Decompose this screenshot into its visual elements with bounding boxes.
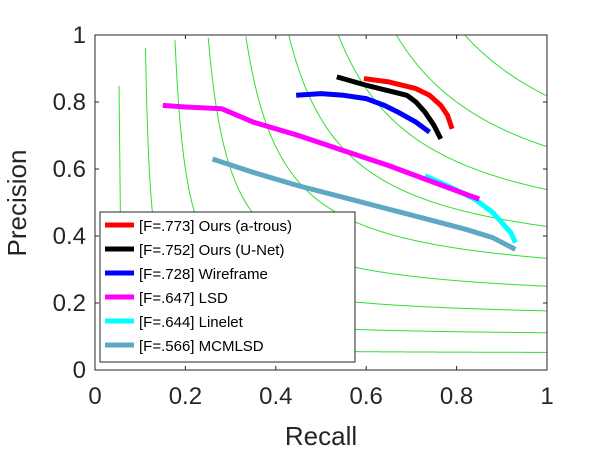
series-lines (162, 74, 518, 252)
iso-f-curve-6 (288, 35, 547, 227)
legend-label-5: [F=.644] Linelet (139, 314, 244, 331)
y-tick-label: 0.6 (53, 156, 86, 183)
series-line-3 (295, 91, 431, 135)
legend-label-3: [F=.728] Wireframe (139, 266, 268, 283)
x-tick-label: 0 (88, 383, 101, 410)
x-tick-label: 0.2 (169, 383, 202, 410)
plot-frame (94, 34, 548, 371)
legend-label-6: [F=.566] MCMLSD (139, 338, 264, 355)
series-line-1 (363, 76, 455, 130)
y-axis-label: Precision (2, 150, 32, 257)
axis-ticks: 0 0.2 0.4 0.6 0.8 1 0 0.2 0.4 0.6 0.8 1 (53, 22, 554, 410)
x-tick-label: 0.8 (440, 383, 473, 410)
series-line-6 (211, 156, 517, 252)
x-tick-label: 1 (540, 383, 553, 410)
y-tick-label: 0.8 (53, 89, 86, 116)
y-tick-label: 1 (73, 22, 86, 49)
x-tick-label: 0.6 (350, 383, 383, 410)
x-axis-label: Recall (285, 421, 357, 450)
y-tick-label: 0.4 (53, 223, 86, 250)
legend-label-2: [F=.752] Ours (U-Net) (139, 242, 284, 259)
legend: [F=.773] Ours (a-trous) [F=.752] Ours (U-… (99, 211, 356, 363)
iso-f-curve-9 (464, 35, 547, 97)
series-line-2 (336, 74, 444, 140)
iso-f-curve-7 (338, 35, 547, 191)
series-line-4 (162, 102, 481, 202)
iso-f-curve-8 (396, 35, 547, 148)
legend-label-1: [F=.773] Ours (a-trous) (139, 218, 292, 235)
legend-label-4: [F=.647] LSD (139, 290, 228, 307)
x-tick-label: 0.4 (259, 383, 292, 410)
y-tick-label: 0.2 (53, 290, 86, 317)
y-tick-label: 0 (73, 357, 86, 384)
iso-f-curve-5 (245, 36, 547, 259)
legend-box (99, 211, 356, 363)
